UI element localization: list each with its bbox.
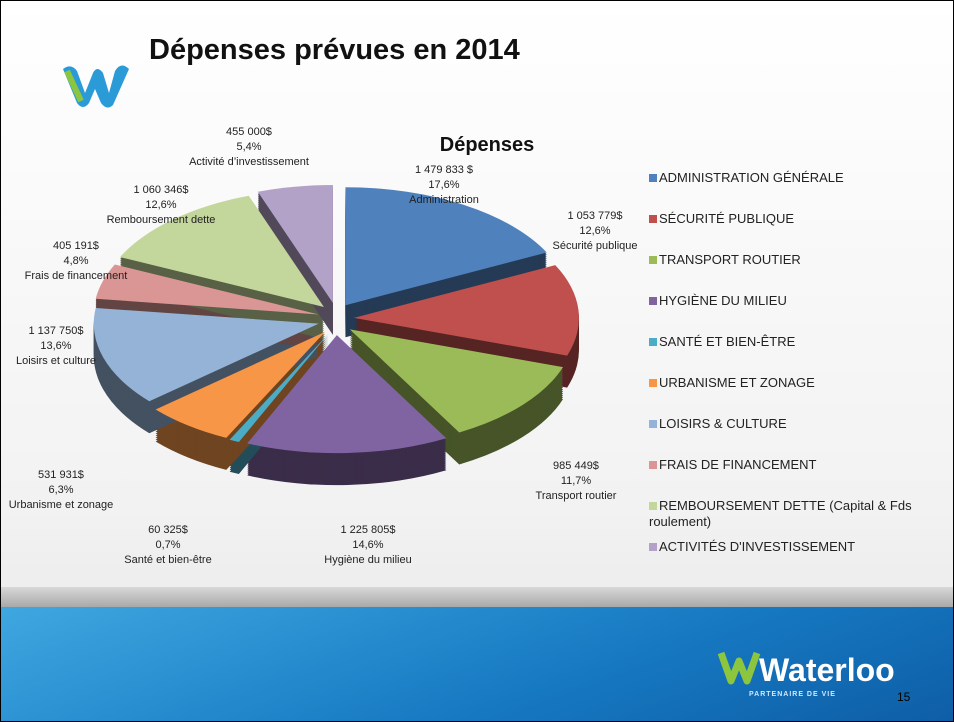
legend-item: REMBOURSEMENT DETTE (Capital & Fds roule…	[649, 498, 919, 530]
slice	[257, 185, 333, 304]
legend-label: HYGIÈNE DU MILIEU	[659, 293, 787, 308]
slice-label: Santé et bien-être	[124, 554, 211, 566]
legend-swatch	[649, 420, 657, 428]
legend-label: REMBOURSEMENT DETTE (Capital & Fds roule…	[649, 498, 912, 529]
legend-swatch	[649, 256, 657, 264]
percent-label: 0,7%	[155, 539, 180, 551]
slice-label: Frais de financement	[25, 270, 128, 282]
legend-item: ADMINISTRATION GÉNÉRALE	[649, 170, 919, 186]
slide-title: Dépenses prévues en 2014	[149, 34, 520, 66]
slice	[95, 264, 319, 315]
legend-label: SANTÉ ET BIEN-ÊTRE	[659, 334, 796, 349]
legend-swatch	[649, 502, 657, 510]
value-label: 455 000$	[226, 126, 272, 138]
value-label: 1 060 346$	[133, 184, 188, 196]
slice	[345, 187, 547, 306]
percent-label: 17,6%	[428, 179, 459, 191]
slice	[155, 331, 326, 438]
value-label: 1 137 750$	[28, 325, 83, 337]
legend-label: LOISIRS & CULTURE	[659, 416, 787, 431]
pie: 1 479 833 $ 17,6% Administration 1 053 779$…	[9, 126, 638, 566]
percent-label: 4,8%	[63, 255, 88, 267]
legend-swatch	[649, 543, 657, 551]
legend-label: ADMINISTRATION GÉNÉRALE	[659, 170, 844, 185]
slice-label: Activité d’investissement	[189, 156, 309, 168]
percent-label: 12,6%	[579, 225, 610, 237]
percent-label: 5,4%	[236, 141, 261, 153]
legend-item: HYGIÈNE DU MILIEU	[649, 293, 919, 309]
legend-item: SANTÉ ET BIEN-ÊTRE	[649, 334, 919, 350]
legend-swatch	[649, 379, 657, 387]
slice-label: Transport routier	[536, 490, 617, 502]
legend-item: SÉCURITÉ PUBLIQUE	[649, 211, 919, 227]
slice	[120, 195, 324, 308]
footer-logo: Waterloo PARTENAIRE DE VIE 15	[717, 651, 911, 704]
logo-tagline: PARTENAIRE DE VIE	[749, 691, 836, 698]
legend-item: TRANSPORT ROUTIER	[649, 252, 919, 268]
legend-swatch	[649, 297, 657, 305]
legend-label: TRANSPORT ROUTIER	[659, 252, 801, 267]
legend-swatch	[649, 461, 657, 469]
value-label: 405 191$	[53, 240, 99, 252]
slice-label: Urbanisme et zonage	[9, 499, 114, 511]
slice-label: Hygiène du milieu	[324, 554, 411, 566]
percent-label: 12,6%	[145, 199, 176, 211]
slice-label: Administration	[409, 194, 479, 206]
value-label: 985 449$	[553, 460, 599, 472]
slice	[349, 329, 564, 433]
legend-label: FRAIS DE FINANCEMENT	[659, 457, 817, 472]
percent-label: 6,3%	[48, 484, 73, 496]
legend-item: FRAIS DE FINANCEMENT	[649, 457, 919, 473]
logo-icon	[63, 65, 129, 108]
chart-title: Dépenses	[440, 134, 535, 156]
legend-label: SÉCURITÉ PUBLIQUE	[659, 211, 795, 226]
legend-item: ACTIVITÉS D'INVESTISSEMENT	[649, 539, 919, 555]
footer-band	[1, 607, 953, 721]
legend-label: URBANISME ET ZONAGE	[659, 375, 815, 390]
legend-label: ACTIVITÉS D'INVESTISSEMENT	[659, 539, 856, 554]
slice-label: Loisirs et culture	[16, 355, 96, 367]
logo-text: Waterloo	[759, 652, 895, 688]
legend-item: LOISIRS & CULTURE	[649, 416, 919, 432]
legend-swatch	[649, 174, 657, 182]
value-label: 1 479 833 $	[415, 164, 473, 176]
legend-item: URBANISME ET ZONAGE	[649, 375, 919, 391]
legend-swatch	[649, 338, 657, 346]
slice	[353, 265, 579, 356]
percent-label: 13,6%	[40, 340, 71, 352]
value-label: 1 225 805$	[340, 524, 395, 536]
value-label: 1 053 779$	[567, 210, 622, 222]
slice	[229, 333, 329, 442]
percent-label: 14,6%	[352, 539, 383, 551]
slice	[93, 307, 319, 402]
page-number: 15	[897, 690, 911, 704]
value-label: 60 325$	[148, 524, 188, 536]
legend-swatch	[649, 215, 657, 223]
slice-label: Remboursement dette	[107, 214, 216, 226]
value-label: 531 931$	[38, 469, 84, 481]
slice-label: Sécurité publique	[552, 240, 637, 252]
percent-label: 11,7%	[561, 475, 592, 487]
divider-band	[1, 587, 953, 607]
slice	[247, 335, 447, 454]
